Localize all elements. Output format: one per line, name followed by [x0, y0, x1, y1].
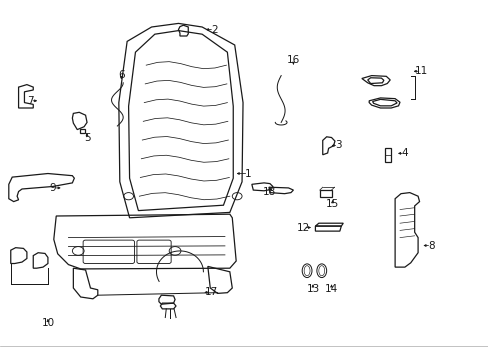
Text: 2: 2: [210, 24, 217, 35]
Text: 7: 7: [27, 96, 34, 106]
Text: 13: 13: [305, 284, 319, 294]
Text: 1: 1: [244, 168, 251, 179]
Text: 3: 3: [334, 140, 341, 150]
Text: 15: 15: [325, 199, 339, 210]
Text: 5: 5: [83, 132, 90, 143]
Text: 14: 14: [324, 284, 338, 294]
Text: 17: 17: [204, 287, 218, 297]
Text: 4: 4: [401, 148, 407, 158]
Text: 10: 10: [41, 318, 54, 328]
Text: 16: 16: [286, 55, 300, 66]
Text: 8: 8: [427, 240, 434, 251]
Text: 6: 6: [118, 70, 124, 80]
Text: 18: 18: [263, 186, 276, 197]
Text: 12: 12: [296, 222, 309, 233]
Text: 9: 9: [49, 183, 56, 193]
Text: 11: 11: [414, 66, 427, 76]
